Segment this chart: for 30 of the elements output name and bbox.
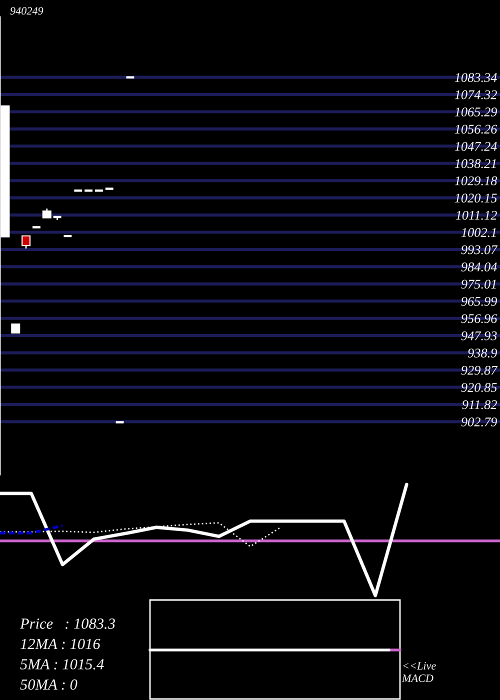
y-tick-label: 1011.12 — [456, 210, 497, 220]
chart-title: 940249 — [10, 7, 44, 15]
y-tick-label: 1029.18 — [454, 176, 498, 186]
candlestick — [22, 235, 31, 250]
y-tick-label: 929.87 — [461, 366, 498, 375]
text: 50MA : 0 — [20, 679, 78, 690]
text: 5MA : 1015.4 — [20, 659, 104, 670]
y-tick-label: 1002.1 — [461, 228, 496, 238]
y-tick-label: 911.82 — [462, 400, 497, 410]
y-tick-label: 1047.24 — [454, 142, 497, 151]
text: <<Live MACD — [402, 662, 436, 682]
y-tick-label: 1056.26 — [454, 124, 498, 134]
y-tick-label: 1083.34 — [454, 73, 497, 82]
y-tick-label: 993.07 — [461, 245, 498, 254]
candlestick — [42, 208, 52, 218]
y-tick-label: 975.01 — [461, 280, 496, 289]
text: 12MA : 1016 — [20, 638, 100, 650]
candlestick — [62, 234, 73, 238]
y-tick-label: 1074.32 — [454, 90, 497, 100]
text: Price : 1083.3 — [20, 618, 115, 629]
y-tick-label: 1020.15 — [454, 194, 497, 203]
y-tick-label: 984.04 — [461, 262, 497, 272]
y-tick-label: 947.93 — [461, 331, 497, 340]
y-tick-label: 1038.21 — [454, 159, 496, 168]
y-tick-label: 938.9 — [468, 348, 498, 358]
y-tick-label: 902.79 — [461, 417, 498, 426]
y-tick-label: 965.99 — [461, 296, 498, 306]
y-tick-label: 920.85 — [461, 383, 497, 392]
y-tick-label: 1065.29 — [454, 108, 498, 116]
y-tick-label: 956.96 — [461, 314, 498, 324]
